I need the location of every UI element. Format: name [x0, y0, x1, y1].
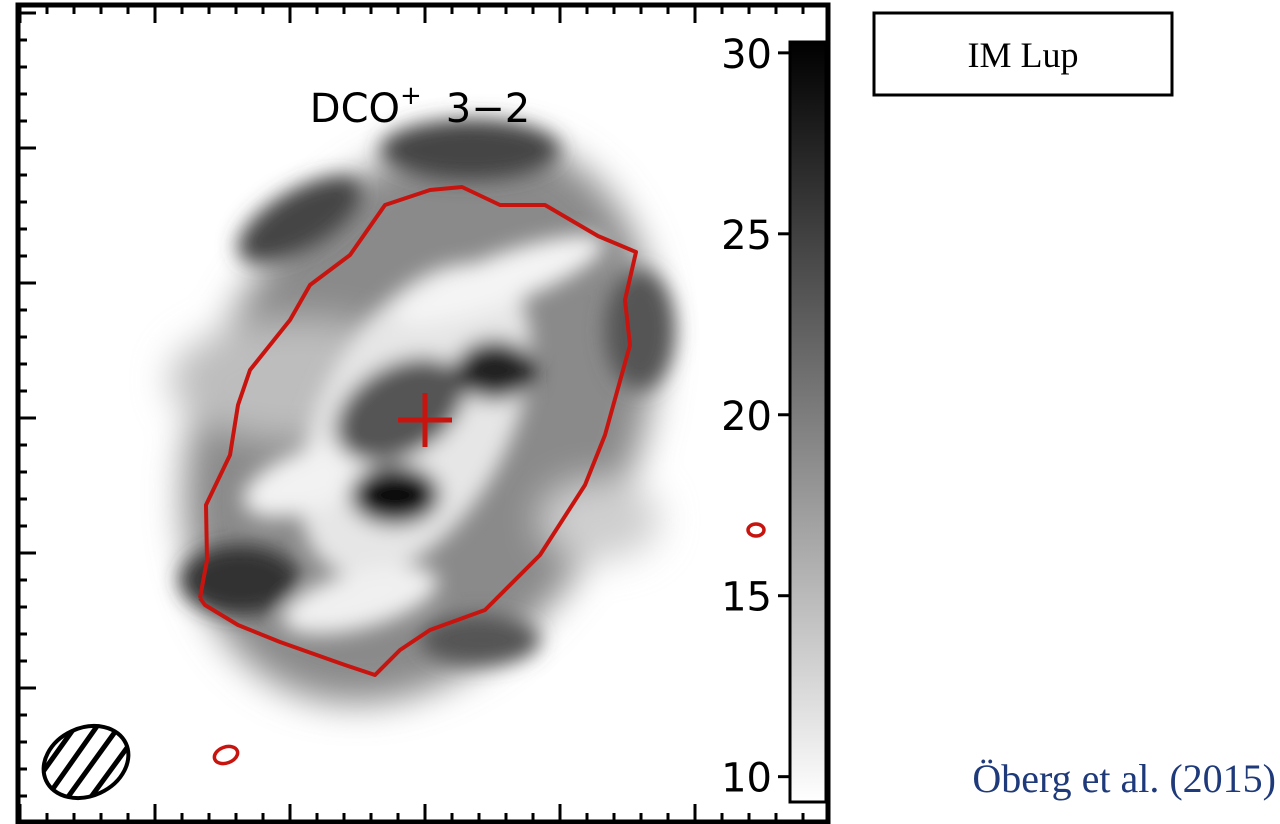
contour [212, 744, 240, 766]
title-superscript: + [400, 81, 422, 111]
source-label: IM Lup [968, 35, 1079, 75]
colorbar-tick-label: 10 [721, 756, 772, 802]
citation: Öberg et al. (2015) [972, 756, 1276, 801]
star-marker [398, 393, 452, 447]
colorbar-tick-label: 30 [721, 32, 772, 78]
label-box [872, 11, 1174, 97]
frame [15, 2, 831, 824]
contour [198, 185, 638, 677]
beam [31, 718, 141, 812]
map-title: DCO+ 3−2 [310, 81, 530, 132]
colorbar: 10 15 20 25 30 [721, 32, 828, 804]
colorbar-tick-label: 15 [721, 575, 772, 621]
title-text: DCO [310, 86, 400, 132]
title-text: 3−2 [446, 86, 530, 132]
emission-map [31, 120, 766, 812]
colorbar-tick-label: 20 [721, 394, 772, 440]
colorbar-tick-label: 25 [721, 213, 772, 259]
contour [746, 522, 766, 538]
colorbar-scale [788, 40, 828, 804]
